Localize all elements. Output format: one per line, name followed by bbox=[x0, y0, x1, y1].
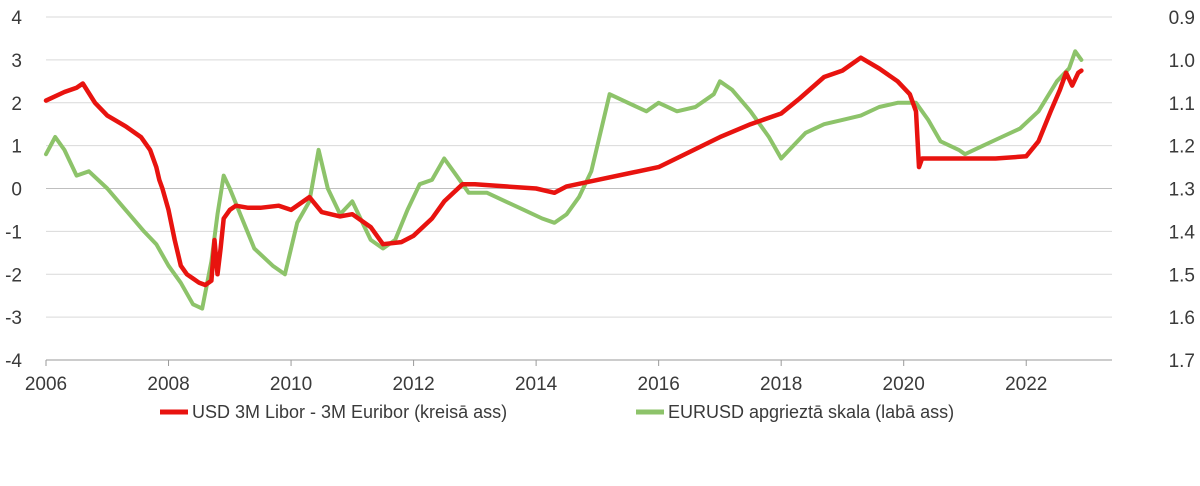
y-left-tick-label: -1 bbox=[5, 222, 22, 243]
axis-layer: 4 3 2 1 0 -1 -2 -3 -4 0.9 1.0 1.1 1.2 1.3 1.4 1.5 1.6 1.7… bbox=[5, 8, 1195, 395]
legend-label-1: EURUSD apgrieztā skala (labā ass) bbox=[668, 402, 954, 422]
y-right-tick-label: 1.0 bbox=[1169, 51, 1195, 72]
x-tick-label: 2012 bbox=[392, 374, 434, 395]
y-right-tick-label: 1.7 bbox=[1169, 351, 1195, 372]
y-right-tick-label: 1.2 bbox=[1169, 137, 1195, 158]
x-tick-label: 2022 bbox=[1005, 374, 1047, 395]
legend: USD 3M Libor - 3M Euribor (kreisā ass) EU… bbox=[160, 402, 954, 422]
y-left-tick-label: 4 bbox=[11, 8, 22, 29]
series-line-1 bbox=[44, 49, 1084, 311]
x-tick-label: 2014 bbox=[515, 374, 558, 395]
y-right-tick-label: 1.6 bbox=[1169, 308, 1195, 329]
y-left-tick-label: 2 bbox=[11, 94, 22, 115]
y-right-tick-label: 1.5 bbox=[1169, 265, 1195, 286]
y-left-tick-label: -2 bbox=[5, 265, 22, 286]
y-right-tick-label: 1.4 bbox=[1169, 222, 1196, 243]
y-left-tick-label: 3 bbox=[11, 51, 22, 72]
grid-layer bbox=[46, 16, 1112, 361]
y-right-tick-label: 1.1 bbox=[1169, 94, 1195, 115]
y-right-tick-label: 0.9 bbox=[1169, 8, 1195, 29]
x-tick-label: 2018 bbox=[760, 374, 802, 395]
y-left-tick-label: 0 bbox=[11, 180, 22, 201]
y-left-tick-label: 1 bbox=[11, 137, 22, 158]
x-tick-label: 2020 bbox=[883, 374, 925, 395]
y-left-tick-label: -4 bbox=[5, 351, 22, 372]
series-layer bbox=[43, 49, 1084, 311]
y-left-tick-label: -3 bbox=[5, 308, 22, 329]
legend-label-0: USD 3M Libor - 3M Euribor (kreisā ass) bbox=[192, 402, 507, 422]
x-tick-label: 2016 bbox=[638, 374, 680, 395]
y-right-tick-label: 1.3 bbox=[1169, 180, 1195, 201]
series-line-0 bbox=[43, 55, 1084, 288]
x-tick-label: 2008 bbox=[147, 374, 189, 395]
x-tick-label: 2010 bbox=[270, 374, 312, 395]
x-tick-label: 2006 bbox=[25, 374, 67, 395]
